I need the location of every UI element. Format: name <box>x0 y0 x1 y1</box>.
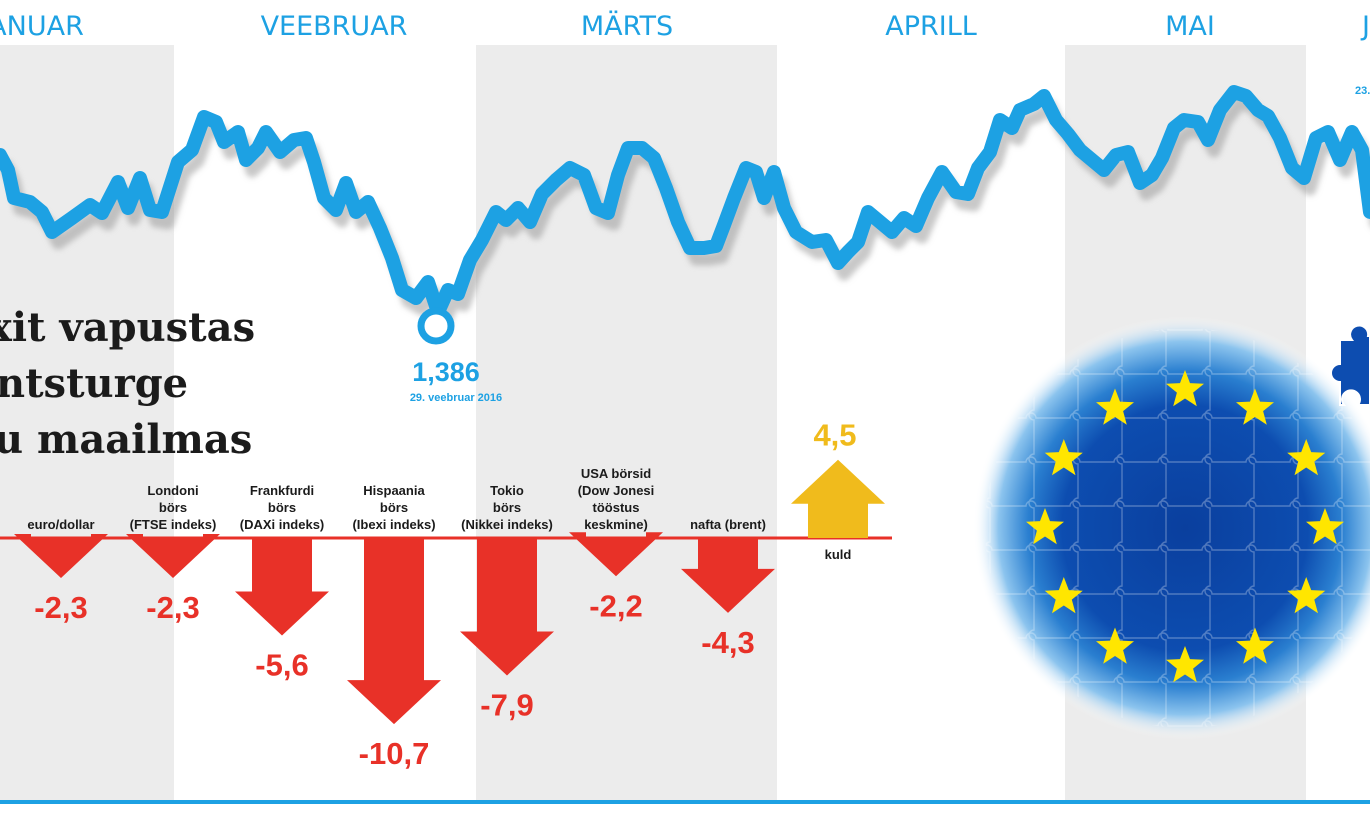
bar-arrow-3 <box>347 538 441 725</box>
missing-puzzle-piece <box>1330 324 1370 406</box>
bar-category-label: Hispaania börs (Ibexi indeks) <box>352 483 435 532</box>
bar-value-label: -10,7 <box>359 736 430 771</box>
eu-star-icon <box>1236 388 1274 425</box>
eu-puzzle-illustration <box>973 316 1370 740</box>
eu-star-icon <box>1044 577 1083 614</box>
low-point-date: 29. veebruar 2016 <box>410 392 502 404</box>
month-label-april: APRILL <box>885 11 977 42</box>
eu-star-icon <box>1096 627 1134 664</box>
bar-arrow-5 <box>569 532 663 577</box>
bar-value-label: -4,3 <box>701 625 754 660</box>
headline: xit vapustas ntsturge u maailmas <box>0 304 255 463</box>
headline-line-2: ntsturge <box>0 360 188 407</box>
headline-line-3: u maailmas <box>0 416 252 463</box>
bar-arrow-6 <box>681 538 775 613</box>
eu-puzzle-grid <box>985 328 1370 728</box>
bar-arrow-4 <box>460 538 554 676</box>
bar-value-label: -2,3 <box>34 590 87 625</box>
bar-series: -2,3 euro/dollar -2,3 Londoni börs (FTSE inde… <box>14 418 885 771</box>
bar-category-label: Tokio börs (Nikkei indeks) <box>461 483 553 532</box>
eu-star-icon <box>1166 370 1204 407</box>
bottom-rule <box>0 800 1370 804</box>
eu-star-icon <box>1026 508 1064 545</box>
rate-line-path <box>0 85 1370 319</box>
eu-star-icon <box>1236 627 1274 664</box>
bar-category-label: kuld <box>825 547 852 562</box>
eu-star-icon <box>1044 439 1083 476</box>
eu-star-icon <box>1096 388 1134 425</box>
month-label-january: ANUAR <box>0 11 84 42</box>
low-point-value: 1,386 <box>412 357 480 387</box>
month-label-june: J <box>1360 11 1370 42</box>
month-label-february: VEEBRUAR <box>261 11 408 42</box>
month-label-may: MAI <box>1165 11 1215 42</box>
bar-arrow-0 <box>14 534 108 579</box>
bar-arrow-1 <box>126 534 220 579</box>
bar-arrow-2 <box>235 538 329 636</box>
bar-category-label: Londoni börs (FTSE indeks) <box>130 483 217 532</box>
bar-value-label: -2,2 <box>589 588 642 623</box>
eu-star-icon <box>1306 508 1344 545</box>
eu-star-icon <box>1287 577 1326 614</box>
bar-value-label: -5,6 <box>255 647 308 682</box>
bar-category-label: USA börsid (Dow Jonesi tööstus keskmine) <box>578 466 655 532</box>
bar-value-label: -7,9 <box>480 687 533 722</box>
bar-value-label: -2,3 <box>146 590 199 625</box>
month-labels: ANUAR VEEBRUAR MÄRTS APRILL MAI J 23. <box>0 10 1370 97</box>
cut-date-label: 23. <box>1355 85 1370 97</box>
bar-chart: -2,3 euro/dollar -2,3 Londoni börs (FTSE inde… <box>0 418 892 771</box>
rate-line: 1,386 29. veebruar 2016 <box>0 85 1370 404</box>
eu-star-icon <box>1166 646 1204 683</box>
month-label-march: MÄRTS <box>581 10 673 42</box>
bar-value-label: 4,5 <box>813 418 856 453</box>
eu-star-icon <box>1287 439 1326 476</box>
low-point-marker <box>417 307 455 345</box>
shade-band-january <box>0 45 174 800</box>
bar-category-label: Frankfurdi börs (DAXi indeks) <box>240 483 325 532</box>
headline-line-1: xit vapustas <box>0 304 255 351</box>
bar-category-label: nafta (brent) <box>690 517 766 532</box>
bar-category-label: euro/dollar <box>27 517 94 532</box>
eu-stars <box>1026 370 1344 683</box>
bar-arrow-7 <box>791 459 885 538</box>
